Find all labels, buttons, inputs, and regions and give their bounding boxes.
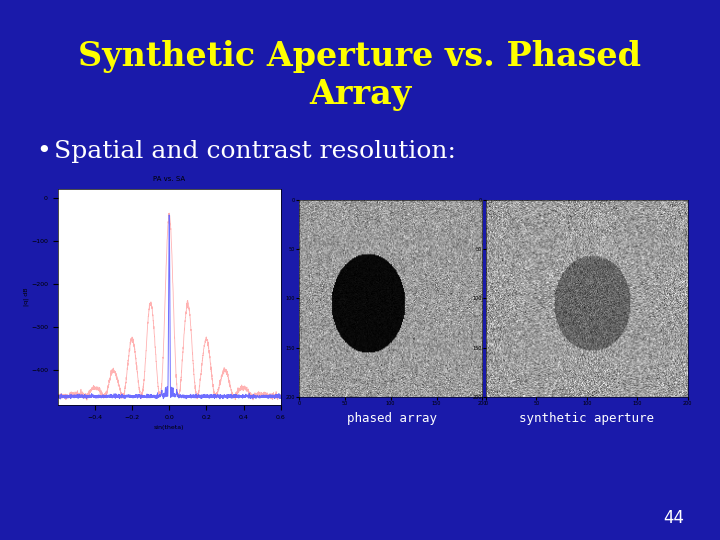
- Title: PA vs. SA: PA vs. SA: [153, 176, 185, 181]
- Text: Synthetic Aperture vs. Phased: Synthetic Aperture vs. Phased: [78, 40, 642, 73]
- Text: Spatial and contrast resolution:: Spatial and contrast resolution:: [54, 140, 456, 163]
- X-axis label: sin(theta): sin(theta): [154, 426, 184, 430]
- Text: •: •: [36, 139, 50, 163]
- Y-axis label: |q| dB: |q| dB: [24, 288, 30, 306]
- Text: phased array: phased array: [348, 412, 438, 425]
- Text: 44: 44: [663, 509, 684, 528]
- Text: synthetic aperture: synthetic aperture: [519, 412, 654, 425]
- Text: Array: Array: [309, 78, 411, 111]
